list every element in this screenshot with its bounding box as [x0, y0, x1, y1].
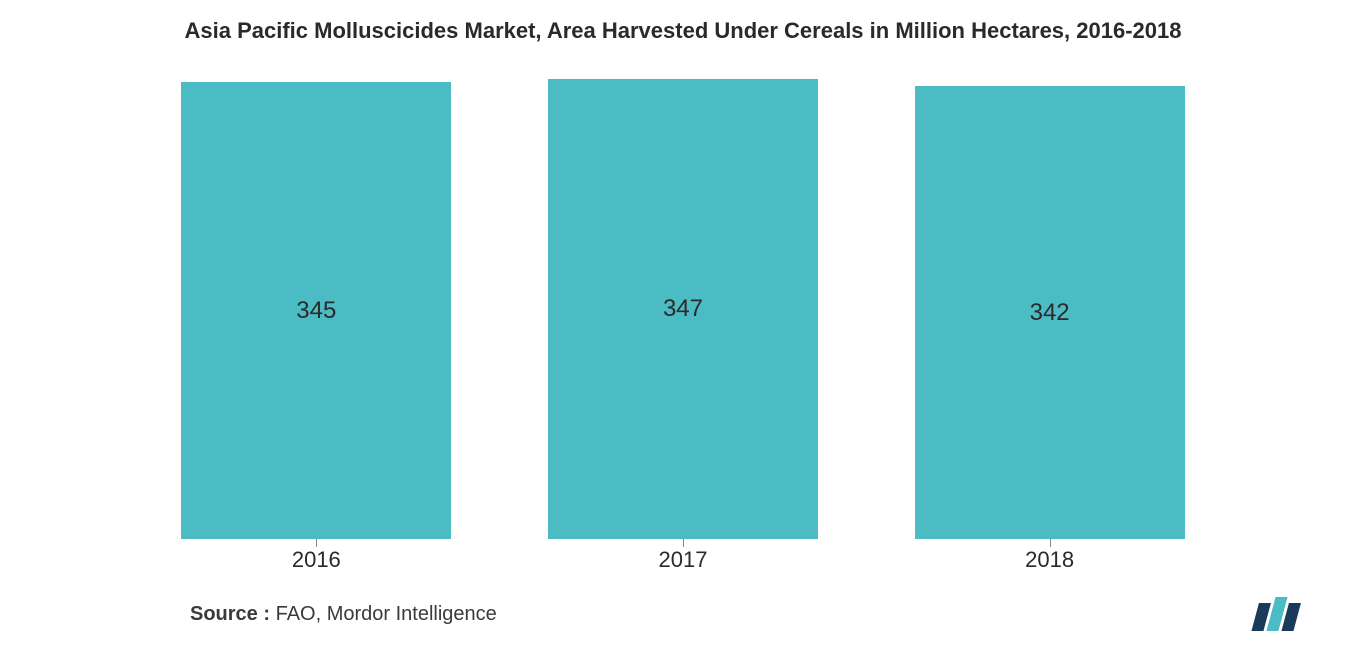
x-axis-labels: 2016 2017 2018	[133, 547, 1233, 573]
axis-tick	[316, 539, 317, 547]
bar-group: 347	[500, 79, 867, 539]
logo-bars-icon	[1251, 597, 1302, 631]
source-label: Source :	[190, 603, 270, 625]
chart-area: 345 347 342 2016 2017 2018	[133, 79, 1233, 559]
bar-2016: 345	[181, 82, 451, 539]
bar-value: 347	[663, 295, 703, 323]
brand-logo	[1256, 597, 1306, 631]
source-citation: Source : FAO, Mordor Intelligence	[190, 603, 497, 626]
source-value: FAO, Mordor Intelligence	[270, 603, 497, 625]
bars-container: 345 347 342	[133, 79, 1233, 539]
x-label: 2016	[133, 547, 500, 573]
chart-footer: Source : FAO, Mordor Intelligence	[190, 597, 1306, 631]
bar-value: 342	[1030, 299, 1070, 327]
bar-value: 345	[296, 297, 336, 325]
bar-group: 342	[866, 86, 1233, 539]
bar-2018: 342	[915, 86, 1185, 539]
x-label: 2017	[500, 547, 867, 573]
chart-title: Asia Pacific Molluscicides Market, Area …	[0, 0, 1366, 54]
bar-2017: 347	[548, 79, 818, 539]
x-label: 2018	[866, 547, 1233, 573]
bar-group: 345	[133, 82, 500, 539]
axis-tick	[1050, 539, 1051, 547]
axis-tick	[683, 539, 684, 547]
